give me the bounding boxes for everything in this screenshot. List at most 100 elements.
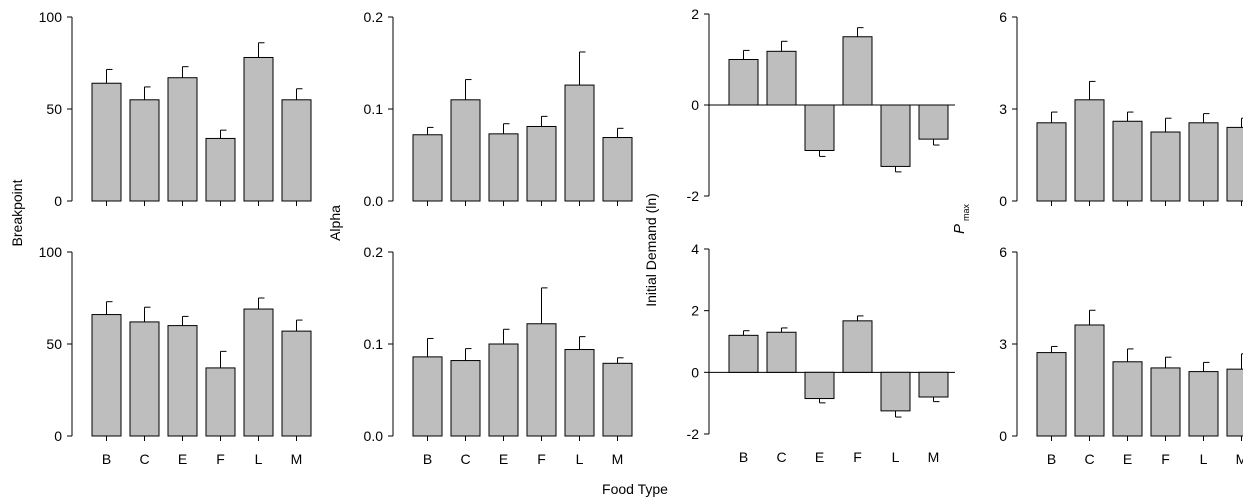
y-tick-label: 50 (46, 336, 62, 352)
y-tick-label: 0 (691, 97, 699, 113)
y-tick-label: 4 (691, 241, 699, 257)
bar-C (129, 321, 160, 437)
y-tick-label: -2 (687, 188, 700, 204)
category-label-E: E (1123, 451, 1132, 467)
bar-M (281, 330, 312, 437)
bar-M (602, 137, 633, 202)
y-tick-label: 2 (691, 303, 699, 319)
initial-demand-axis-title: Initial Demand (ln) (643, 193, 659, 307)
bar-L (880, 371, 911, 412)
bar-F (1150, 131, 1181, 202)
bar-L (564, 349, 595, 437)
bar-C (1074, 99, 1105, 202)
category-label-M: M (291, 451, 303, 467)
y-tick-label: 3 (999, 101, 1007, 117)
bar-B (728, 334, 759, 373)
category-label-L: L (255, 451, 263, 467)
bar-E (488, 133, 519, 202)
category-label-C: C (139, 451, 149, 467)
bar-C (766, 331, 797, 373)
bar-B (728, 59, 759, 106)
category-label-M: M (612, 451, 624, 467)
y-tick-label: 0.0 (364, 428, 384, 444)
category-label-E: E (499, 451, 508, 467)
bar-F (205, 137, 236, 202)
category-label-M: M (1236, 451, 1243, 467)
bar-C (766, 50, 797, 106)
category-label-C: C (776, 449, 786, 465)
bar-M (602, 362, 633, 437)
category-label-F: F (216, 451, 225, 467)
category-label-L: L (576, 451, 584, 467)
bar-C (450, 360, 481, 437)
bar-M (918, 104, 949, 140)
bar-E (167, 77, 198, 202)
bar-M (1226, 368, 1243, 437)
pmax-axis-title-main: P (951, 224, 968, 234)
category-label-B: B (1047, 451, 1056, 467)
bar-F (526, 125, 557, 202)
y-tick-label: 0.1 (364, 336, 384, 352)
category-label-F: F (1161, 451, 1170, 467)
bar-F (842, 36, 873, 106)
alpha-axis-title: Alpha (327, 205, 343, 241)
x-axis-title: Food Type (602, 481, 668, 497)
panels: 0 50 100 0.0 0.1 0.2 -2 0 2 0 3 6 0 50 100 B C E F L M 0.0 0.1… (39, 6, 1243, 467)
pmax-axis-title-subscript: max (961, 203, 971, 221)
bar-B (91, 82, 122, 202)
bar-L (880, 104, 911, 167)
y-tick-label: 0 (999, 428, 1007, 444)
bar-M (1226, 126, 1243, 202)
bar-M (918, 371, 949, 398)
bar-L (243, 308, 274, 437)
bar-E (488, 343, 519, 437)
bar-C (1074, 324, 1105, 437)
y-tick-label: 100 (39, 9, 63, 25)
chart-panel-top-3: -2 0 2 (687, 6, 955, 204)
y-tick-label: 0.2 (364, 244, 384, 260)
bar-F (205, 367, 236, 437)
category-label-L: L (1200, 451, 1208, 467)
y-tick-label: 50 (46, 101, 62, 117)
breakpoint-axis-title: Breakpoint (9, 179, 25, 246)
y-tick-label: 0 (691, 364, 699, 380)
y-tick-label: 0.2 (364, 9, 384, 25)
category-label-E: E (178, 451, 187, 467)
y-tick-label: 0 (999, 193, 1007, 209)
y-tick-label: 2 (691, 6, 699, 22)
y-tick-label: -2 (687, 426, 700, 442)
bar-F (1150, 367, 1181, 437)
bar-B (1036, 122, 1067, 202)
y-tick-label: 0 (54, 193, 62, 209)
chart-panel-top-4: 0 3 6 (999, 9, 1243, 209)
bar-E (804, 104, 835, 151)
bar-E (1112, 120, 1143, 202)
y-tick-label: 0.1 (364, 101, 384, 117)
y-tick-label: 0 (54, 428, 62, 444)
category-label-B: B (739, 449, 748, 465)
bar-M (281, 99, 312, 202)
y-tick-label: 6 (999, 244, 1007, 260)
bar-E (1112, 361, 1143, 437)
category-label-M: M (928, 449, 940, 465)
bar-F (842, 320, 873, 373)
chart-panel-bottom-1: 0 50 100 B C E F L M (39, 244, 312, 467)
bar-F (526, 323, 557, 437)
bar-B (1036, 352, 1067, 437)
bar-C (450, 99, 481, 202)
chart-panel-bottom-3: -2 0 2 4 B C E F L M (687, 241, 955, 465)
bar-L (1188, 122, 1219, 202)
bar-L (243, 56, 274, 202)
y-tick-label: 6 (999, 9, 1007, 25)
bar-B (412, 356, 443, 437)
bar-B (412, 134, 443, 202)
pmax-axis-title: P max (951, 203, 971, 234)
chart-panel-top-2: 0.0 0.1 0.2 (364, 9, 633, 209)
category-label-C: C (1084, 451, 1094, 467)
chart-panel-bottom-4: 0 3 6 B C E F L M (999, 244, 1243, 467)
y-tick-label: 0.0 (364, 193, 384, 209)
category-label-E: E (815, 449, 824, 465)
category-label-F: F (853, 449, 862, 465)
bar-E (804, 371, 835, 400)
category-label-F: F (537, 451, 546, 467)
